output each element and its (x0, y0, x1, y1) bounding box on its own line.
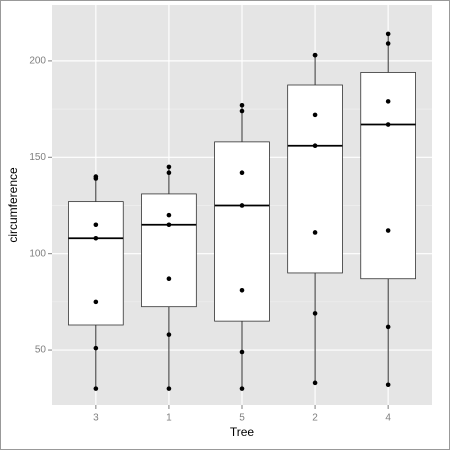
point (166, 170, 172, 176)
point (385, 31, 391, 37)
point (312, 143, 318, 149)
point (166, 386, 172, 391)
point (312, 52, 318, 58)
point (385, 382, 391, 388)
x-tick-label: 1 (166, 413, 172, 424)
x-tick-label: 4 (385, 413, 391, 424)
y-tick-label: 200 (29, 56, 46, 67)
point (239, 108, 245, 114)
point (239, 386, 245, 391)
point (239, 349, 245, 355)
x-tick-label: 3 (93, 413, 99, 424)
point (385, 41, 391, 46)
point (385, 99, 391, 104)
x-tick-label: 5 (239, 413, 245, 424)
point (385, 228, 391, 233)
point (166, 222, 172, 228)
x-tick-label: 2 (312, 413, 318, 424)
point (166, 332, 172, 337)
point (312, 112, 318, 118)
point (385, 122, 391, 127)
point (385, 324, 391, 330)
point (93, 235, 99, 241)
point (239, 102, 245, 108)
y-tick-label: 150 (29, 152, 46, 163)
box (68, 201, 124, 326)
y-tick-label: 50 (35, 345, 47, 356)
box (360, 72, 416, 280)
point (239, 170, 245, 176)
point (93, 345, 99, 351)
x-axis-title: Tree (230, 425, 255, 439)
point (93, 222, 99, 228)
point (239, 288, 245, 293)
point (166, 276, 172, 282)
point (93, 299, 99, 305)
point (239, 203, 245, 208)
point (166, 164, 172, 170)
point (93, 386, 99, 391)
point (312, 380, 318, 386)
y-axis-title: circumference (6, 167, 20, 243)
box (214, 141, 270, 322)
point (93, 174, 99, 179)
y-tick-label: 100 (29, 248, 46, 259)
point (312, 230, 318, 235)
point (312, 311, 318, 316)
box (141, 193, 197, 308)
point (166, 212, 172, 218)
